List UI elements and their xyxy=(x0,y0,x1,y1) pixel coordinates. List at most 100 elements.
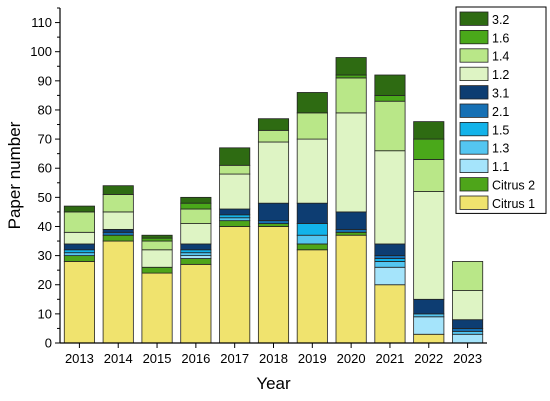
y-tick-label: 20 xyxy=(38,277,52,292)
legend-swatch xyxy=(459,195,489,210)
bar-segment-2014-3.2 xyxy=(102,185,134,195)
bar-segment-2016-1.3 xyxy=(180,252,212,257)
bar-segment-2022-1.4 xyxy=(413,159,445,192)
y-tick-label: 50 xyxy=(38,190,52,205)
bar-segment-2017-citrus-1 xyxy=(219,226,251,344)
bar-segment-2018-1.4 xyxy=(257,129,290,143)
bar-segment-2021-1.6 xyxy=(374,94,406,102)
legend-swatch xyxy=(459,158,489,173)
legend-label: 1.2 xyxy=(492,68,509,82)
legend-swatch xyxy=(459,11,489,26)
bar-segment-2018-2.1 xyxy=(257,220,290,224)
bar-segment-2021-1.2 xyxy=(374,150,406,245)
y-tick-label: 70 xyxy=(38,132,52,147)
bar-segment-2016-3.1 xyxy=(180,243,212,251)
bar-segment-2021-citrus-1 xyxy=(374,284,406,344)
legend-label: Citrus 1 xyxy=(492,197,535,211)
legend-label: Citrus 2 xyxy=(492,179,535,193)
bar-segment-2021-1.4 xyxy=(374,100,406,152)
bar-segment-2015-1.6 xyxy=(141,237,173,242)
legend-swatch xyxy=(459,103,489,118)
x-tick-label: 2018 xyxy=(259,351,288,366)
x-tick-label: 2023 xyxy=(453,351,482,366)
bar-segment-2022-1.6 xyxy=(413,138,445,160)
bar-segment-2021-1.3 xyxy=(374,261,406,268)
bar-segment-2014-1.4 xyxy=(102,194,134,213)
bar-segment-2020-1.6 xyxy=(335,74,367,79)
bar-segment-2015-citrus-1 xyxy=(141,272,173,344)
bar-segment-2019-1.3 xyxy=(296,234,328,245)
bar-segment-2023-1.3 xyxy=(452,330,484,335)
bar-segment-2015-3.2 xyxy=(141,234,173,239)
legend-label: 3.1 xyxy=(492,87,509,101)
bar-segment-2020-3.1 xyxy=(335,211,367,230)
bar-segment-2020-1.2 xyxy=(335,112,367,213)
bars-group xyxy=(63,57,484,344)
bar-segment-2022-1.3 xyxy=(413,313,445,318)
bar-segment-2013-1.3 xyxy=(63,252,95,257)
bar-segment-2015-1.2 xyxy=(141,249,173,268)
legend-label: 1.5 xyxy=(492,123,509,137)
bar-segment-2016-1.5 xyxy=(180,249,212,254)
x-tick-label: 2013 xyxy=(65,351,94,366)
x-tick-label: 2021 xyxy=(375,351,404,366)
bar-segment-2022-3.2 xyxy=(413,121,445,140)
y-tick-label: 60 xyxy=(38,161,52,176)
x-tick-label: 2020 xyxy=(337,351,366,366)
bar-segment-2016-citrus-2 xyxy=(180,258,212,265)
bar-segment-2018-citrus-1 xyxy=(257,226,290,344)
bar-segment-2023-1.4 xyxy=(452,261,484,291)
legend-swatch xyxy=(459,122,489,137)
bar-segment-2014-citrus-2 xyxy=(102,234,134,242)
y-tick-label: 10 xyxy=(38,306,52,321)
bar-segment-2013-3.2 xyxy=(63,205,95,213)
bar-segment-2020-2.1 xyxy=(335,228,367,233)
bar-segment-2014-2.1 xyxy=(102,231,134,236)
bar-segment-2013-citrus-1 xyxy=(63,261,95,344)
bar-segment-2016-citrus-1 xyxy=(180,263,212,344)
bar-segment-2017-1.3 xyxy=(219,217,251,222)
bar-segment-2022-1.1 xyxy=(413,316,445,335)
bar-segment-2022-1.2 xyxy=(413,191,445,300)
legend-swatch xyxy=(459,29,489,45)
x-tick-label: 2014 xyxy=(104,351,133,366)
bar-segment-2019-1.4 xyxy=(296,112,328,140)
bar-segment-2020-1.4 xyxy=(335,77,367,114)
bar-segment-2019-3.2 xyxy=(296,92,328,114)
bar-segment-2014-1.2 xyxy=(102,211,134,230)
bar-segment-2017-citrus-2 xyxy=(219,220,251,227)
bar-segment-2023-1.1 xyxy=(452,333,484,344)
x-tick-label: 2022 xyxy=(414,351,443,366)
legend-swatch xyxy=(459,48,489,63)
bar-segment-2021-1.1 xyxy=(374,266,406,286)
x-axis-title: Year xyxy=(256,374,291,393)
legend-label: 3.2 xyxy=(492,13,509,27)
legend-label: 2.1 xyxy=(492,105,509,119)
bar-segment-2021-3.1 xyxy=(374,243,406,257)
x-tick-label: 2017 xyxy=(220,351,249,366)
bar-segment-2017-1.5 xyxy=(219,214,251,219)
bar-segment-2021-3.2 xyxy=(374,74,406,96)
bar-segment-2016-3.2 xyxy=(180,196,212,204)
x-tick-label: 2016 xyxy=(181,351,210,366)
bar-segment-2014-3.1 xyxy=(102,228,134,233)
bar-segment-2013-3.1 xyxy=(63,243,95,251)
y-tick-label: 30 xyxy=(38,248,52,263)
x-tick-label: 2019 xyxy=(298,351,327,366)
bar-segment-2019-1.2 xyxy=(296,138,328,204)
bar-segment-2019-1.5 xyxy=(296,223,328,236)
bar-segment-2023-1.2 xyxy=(452,290,484,321)
bar-segment-2023-3.1 xyxy=(452,319,484,329)
bar-segment-2017-1.2 xyxy=(219,173,251,210)
bar-segment-2016-1.1 xyxy=(180,255,212,259)
x-tick-label: 2015 xyxy=(143,351,172,366)
bar-segment-2022-citrus-1 xyxy=(413,333,445,344)
y-tick-label: 40 xyxy=(38,219,52,234)
legend-swatch xyxy=(459,66,489,81)
bar-segment-2013-1.5 xyxy=(63,249,95,254)
bar-segment-2020-citrus-1 xyxy=(335,234,367,344)
bar-segment-2016-1.2 xyxy=(180,223,212,245)
bar-segment-2018-1.2 xyxy=(257,141,290,204)
bar-segment-2018-citrus-2 xyxy=(257,223,290,227)
bar-segment-2018-3.1 xyxy=(257,202,290,222)
